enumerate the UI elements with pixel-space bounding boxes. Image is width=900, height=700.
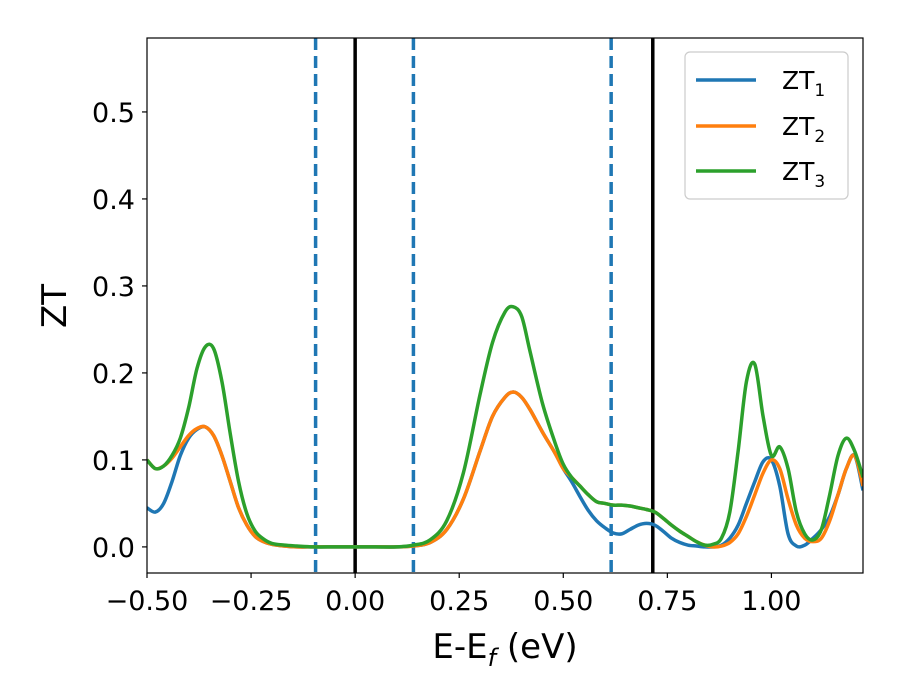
x-tick-label-6: 1.00 <box>741 586 801 617</box>
y-tick-label-2: 0.2 <box>92 359 135 390</box>
y-tick-label-5: 0.5 <box>92 98 135 129</box>
legend-box <box>684 51 849 200</box>
x-axis-title: E-Ef (eV) <box>432 627 577 672</box>
legend-label-zt1: ZT1 <box>782 66 825 101</box>
series-lines <box>147 304 863 549</box>
legend-label-zt3-main: ZT <box>782 157 815 186</box>
legend-entry-zt2: ZT2 <box>696 112 825 147</box>
legend-label-zt2-main: ZT <box>782 112 815 141</box>
reference-lines <box>313 38 655 573</box>
y-tick-label-1: 0.1 <box>92 446 135 477</box>
x-tick-label-1: −0.25 <box>210 586 293 617</box>
legend-label-zt3-sub: 3 <box>814 172 825 192</box>
y-axis-title: ZT <box>35 284 75 328</box>
legend-label-zt1-sub: 1 <box>814 81 825 101</box>
x-tick-label-4: 0.50 <box>533 586 593 617</box>
y-tick-label-3: 0.3 <box>92 272 135 303</box>
legend-label-zt2-sub: 2 <box>814 127 825 147</box>
series-line-zt3 <box>147 304 863 549</box>
y-tick-label-4: 0.4 <box>92 185 135 216</box>
legend-entry-zt1: ZT1 <box>696 66 825 101</box>
legend-label-zt2: ZT2 <box>782 112 825 147</box>
x-axis-title-main: E-E <box>432 627 487 667</box>
y-axis-ticks: 0.0 0.1 0.2 0.3 0.4 0.5 <box>92 98 147 564</box>
x-axis-title-unit: (eV) <box>496 627 578 667</box>
legend-entry-zt3: ZT3 <box>696 157 825 192</box>
legend: ZT1 ZT2 ZT3 <box>684 51 849 200</box>
x-tick-label-0: −0.50 <box>106 586 189 617</box>
legend-label-zt1-main: ZT <box>782 66 815 95</box>
plot-frame <box>146 37 864 574</box>
x-axis-ticks: −0.50 −0.25 0.00 0.25 0.50 0.75 1.00 <box>106 573 801 617</box>
x-tick-label-3: 0.25 <box>429 586 489 617</box>
x-tick-label-5: 0.75 <box>637 586 697 617</box>
x-tick-label-2: 0.00 <box>325 586 385 617</box>
y-tick-label-0: 0.0 <box>92 533 135 564</box>
legend-label-zt3: ZT3 <box>782 157 825 192</box>
